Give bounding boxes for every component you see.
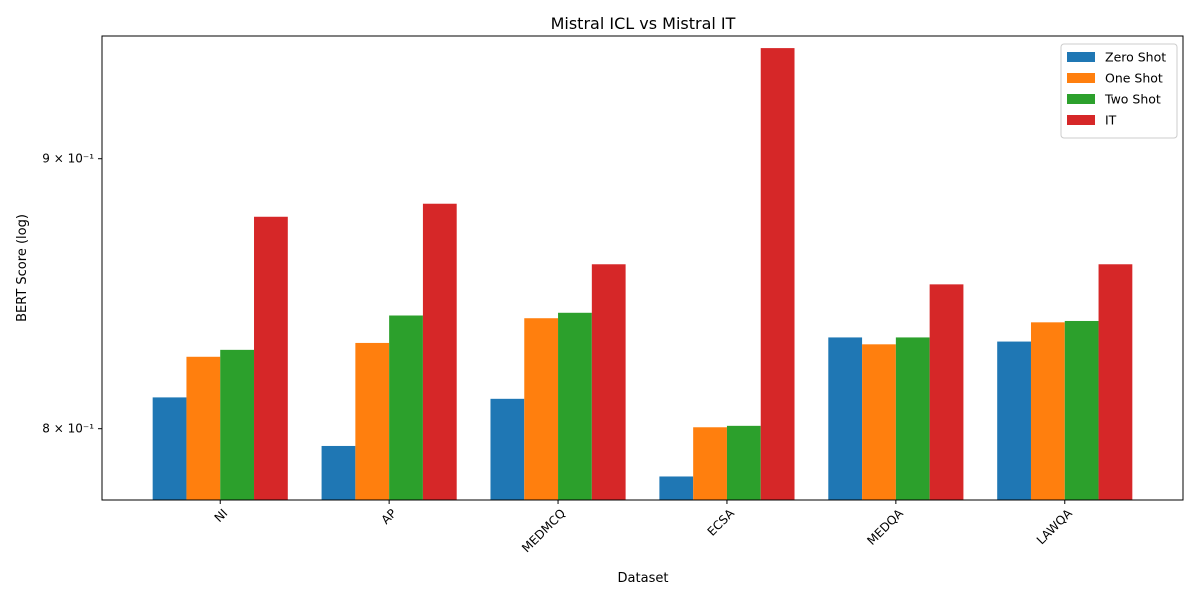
bar-it-lawqa: [1098, 264, 1133, 500]
x-axis-label: Dataset: [618, 571, 669, 586]
bar-it-medmcq: [591, 264, 626, 500]
legend-label: One Shot: [1105, 71, 1163, 86]
legend-label: Two Shot: [1104, 92, 1161, 107]
legend-label: IT: [1105, 113, 1117, 128]
legend-label: Zero Shot: [1105, 50, 1166, 65]
bar-zero-shot-ecsa: [659, 476, 694, 500]
bar-one-shot-medmcq: [524, 318, 559, 500]
bar-zero-shot-ni: [152, 397, 187, 500]
legend-swatch: [1067, 94, 1095, 104]
bar-two-shot-medqa: [895, 337, 930, 500]
bar-zero-shot-medqa: [828, 337, 863, 500]
bar-one-shot-lawqa: [1030, 322, 1065, 500]
y-tick-label: 9 × 10⁻¹: [42, 152, 94, 166]
y-axis-label: BERT Score (log): [15, 214, 30, 322]
bar-zero-shot-lawqa: [997, 341, 1031, 500]
bar-one-shot-ap: [355, 342, 390, 500]
legend: Zero Shot One Shot Two Shot IT: [1060, 43, 1178, 139]
bar-two-shot-ap: [389, 315, 423, 500]
legend-swatch: [1067, 73, 1095, 83]
bar-it-medqa: [929, 284, 964, 500]
bars-group: [152, 48, 1133, 501]
legend-swatch: [1067, 115, 1095, 125]
legend-box: [1060, 43, 1178, 139]
y-tick-label: 8 × 10⁻¹: [42, 422, 94, 436]
bar-zero-shot-ap: [321, 445, 356, 500]
bar-one-shot-ecsa: [693, 427, 727, 500]
bar-one-shot-ni: [186, 356, 221, 500]
bar-one-shot-medqa: [862, 344, 896, 500]
bar-it-ap: [422, 203, 457, 501]
legend-swatch: [1067, 52, 1095, 62]
y-ticks-group: 8 × 10⁻¹ 9 × 10⁻¹: [42, 152, 102, 436]
plot-frame: [101, 35, 1184, 501]
bar-two-shot-ni: [220, 349, 255, 500]
bar-it-ecsa: [760, 48, 795, 500]
bar-two-shot-medmcq: [558, 312, 592, 500]
bar-it-ni: [254, 216, 288, 500]
bar-zero-shot-medmcq: [490, 398, 525, 500]
bar-two-shot-ecsa: [726, 425, 761, 500]
chart-title: Mistral ICL vs Mistral IT: [551, 14, 736, 33]
bar-two-shot-lawqa: [1064, 320, 1099, 500]
